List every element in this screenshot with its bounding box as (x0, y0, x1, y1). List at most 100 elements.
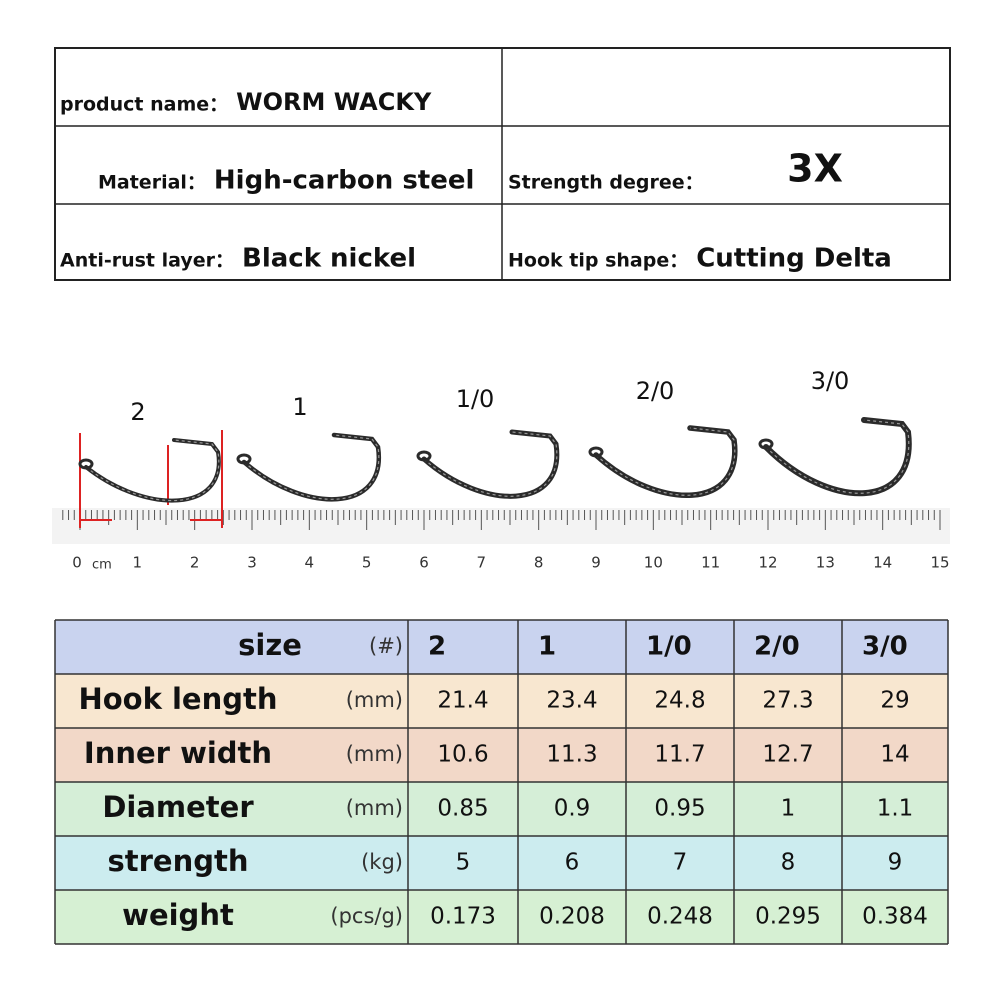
cell: 0.248 (647, 904, 713, 930)
cell: 1/0 (646, 632, 692, 662)
cell: 0.85 (437, 796, 488, 822)
measure-markers (79, 430, 223, 528)
table-row (55, 782, 948, 836)
ruler-label: 15 (930, 554, 949, 572)
spec-label: Material： (98, 172, 206, 194)
ruler-label: 14 (873, 554, 892, 572)
hook-shine (595, 427, 736, 496)
hook-size: 2/0 (636, 377, 675, 405)
cell: 9 (888, 850, 903, 876)
row-unit: (mm) (346, 796, 403, 820)
row-name: Hook length (78, 682, 277, 716)
spec-value: 3X (787, 147, 843, 191)
spec-label: Anti-rust layer： (60, 250, 234, 272)
cell: 0.384 (862, 904, 928, 930)
cell: 6 (565, 850, 580, 876)
cell: 11.7 (654, 742, 705, 768)
spec-value: Black nickel (242, 244, 416, 274)
ruler-label: 0 (72, 554, 82, 572)
spec-label: product name： (60, 94, 228, 116)
ruler (52, 508, 950, 544)
hook-size: 2 (130, 398, 145, 426)
ruler-label: 11 (701, 554, 720, 572)
hook-size: 1/0 (456, 385, 495, 413)
cell: 12.7 (762, 742, 813, 768)
cell: 0.295 (755, 904, 821, 930)
cell: 11.3 (546, 742, 597, 768)
cell: 23.4 (546, 688, 597, 714)
cell: 1 (781, 796, 796, 822)
cell: 21.4 (437, 688, 488, 714)
ruler-label: 8 (534, 554, 544, 572)
hook-eye (588, 446, 604, 458)
hook-size: 3/0 (811, 367, 850, 395)
row-name: Inner width (84, 736, 272, 770)
table-row (55, 674, 948, 728)
cell: 5 (456, 850, 471, 876)
ruler-label: 2 (190, 554, 200, 572)
hook-shine (765, 419, 910, 494)
row-unit: (#) (369, 634, 403, 658)
ruler-label: 6 (419, 554, 429, 572)
cell: 2/0 (754, 632, 800, 662)
spec-label: Hook tip shape： (508, 250, 688, 272)
spec-value: WORM WACKY (236, 88, 432, 116)
cell: 14 (880, 742, 909, 768)
cell: 0.208 (539, 904, 605, 930)
hook (593, 425, 738, 498)
cell: 29 (880, 688, 909, 714)
cell: 2 (428, 632, 446, 662)
ruler-ticks (62, 510, 941, 530)
hook-eye (78, 458, 94, 470)
hooks (78, 417, 912, 503)
row-unit: (mm) (346, 742, 403, 766)
hook-shine (85, 439, 220, 502)
row-name: size (238, 628, 302, 662)
hook (763, 417, 912, 497)
ruler-label: 10 (644, 554, 663, 572)
cell: 27.3 (762, 688, 813, 714)
ruler-label: 13 (816, 554, 835, 572)
hook-shine (423, 431, 558, 497)
ruler-unit: cm (92, 558, 112, 573)
cell: 10.6 (437, 742, 488, 768)
ruler-label: 1 (133, 554, 143, 572)
ruler-label: 9 (591, 554, 601, 572)
ruler-label: 3 (247, 554, 257, 572)
cell: 24.8 (654, 688, 705, 714)
row-name: strength (107, 844, 248, 878)
table-row (55, 836, 948, 890)
cell: 0.95 (654, 796, 705, 822)
cell: 0.9 (554, 796, 591, 822)
cell: 0.173 (430, 904, 496, 930)
spec-value: Cutting Delta (696, 244, 892, 274)
hook-eye (416, 450, 432, 462)
row-name: Diameter (102, 790, 254, 824)
row-unit: (kg) (361, 850, 403, 874)
row-name: weight (122, 898, 234, 932)
cell: 3/0 (862, 632, 908, 662)
ruler-label: 5 (362, 554, 372, 572)
hook (421, 429, 560, 499)
row-unit: (mm) (346, 688, 403, 712)
spec-value: High-carbon steel (214, 166, 474, 196)
hook-shine (243, 434, 380, 500)
table-row (55, 890, 948, 944)
size-table: size (#) 2 1 1/0 2/0 3/0 Hook length (mm) 21.4 23.… (54, 619, 949, 945)
cell: 7 (673, 850, 688, 876)
hook (84, 438, 221, 503)
hook-eye (236, 453, 252, 465)
ruler-label: 7 (477, 554, 487, 572)
cell: 8 (781, 850, 796, 876)
table-row (55, 620, 948, 674)
spec-label: Strength degree： (508, 172, 704, 194)
hook-eye (758, 438, 774, 450)
cell: 1 (538, 632, 556, 662)
ruler-label: 4 (305, 554, 315, 572)
table-row (55, 728, 948, 782)
ruler-label: 12 (758, 554, 777, 572)
hook (241, 432, 382, 502)
cell: 1.1 (877, 796, 914, 822)
